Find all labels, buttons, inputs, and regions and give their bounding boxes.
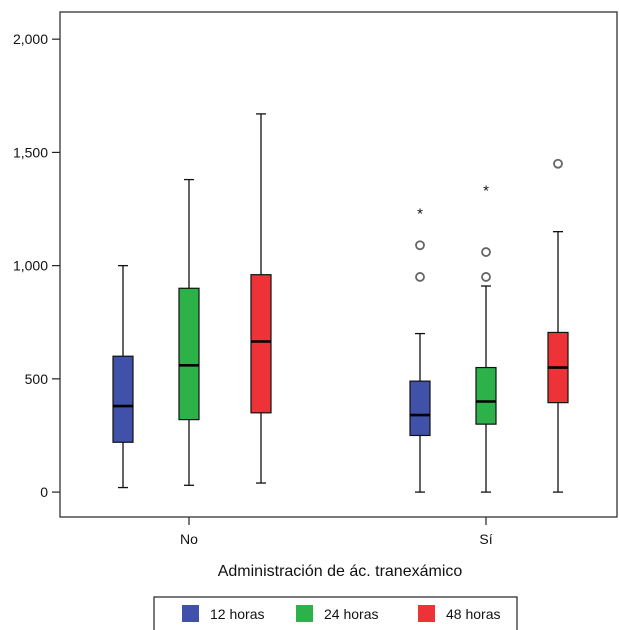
legend-label-1: 24 horas [324,606,378,622]
extreme-point: * [483,183,489,200]
legend: 12 horas 24 horas 48 horas [153,596,518,630]
x-tick-label: No [180,531,198,547]
box-rect [112,355,134,443]
outlier-point [415,272,425,282]
y-tick-label: 1,500 [13,144,48,160]
outlier-point [553,158,563,169]
y-tick-label: 2,000 [13,31,48,47]
x-axis: No Sí [180,517,493,547]
y-axis: 0 500 1,000 1,500 2,000 [13,31,60,500]
box-rect [475,366,497,425]
box-rect [178,287,200,421]
box-2-0 [250,113,272,484]
box-rect [250,274,272,414]
box-1-1: * [475,183,497,493]
y-tick-label: 0 [40,484,48,500]
legend-label-0: 12 horas [210,606,264,622]
outlier-point [481,247,491,257]
box-series-group: ** [112,113,569,493]
box-2-1 [547,158,569,493]
outlier-point [415,240,425,251]
extreme-point: * [417,205,423,222]
plot-area-frame [59,11,618,518]
box-rect [409,380,431,437]
legend-swatch-1 [296,605,313,622]
box-0-0 [112,264,134,489]
box-0-1: * [409,205,431,493]
outlier-point [481,272,491,282]
x-axis-title: Administración de ác. tranexámico [218,563,463,580]
box-1-0 [178,178,200,486]
x-tick-label: Sí [479,531,492,547]
y-tick-label: 1,000 [13,258,48,274]
legend-frame [153,596,518,630]
legend-label-2: 48 horas [446,606,500,622]
y-tick-label: 500 [25,371,49,387]
legend-swatch-2 [418,605,435,622]
legend-swatch-0 [182,605,199,622]
